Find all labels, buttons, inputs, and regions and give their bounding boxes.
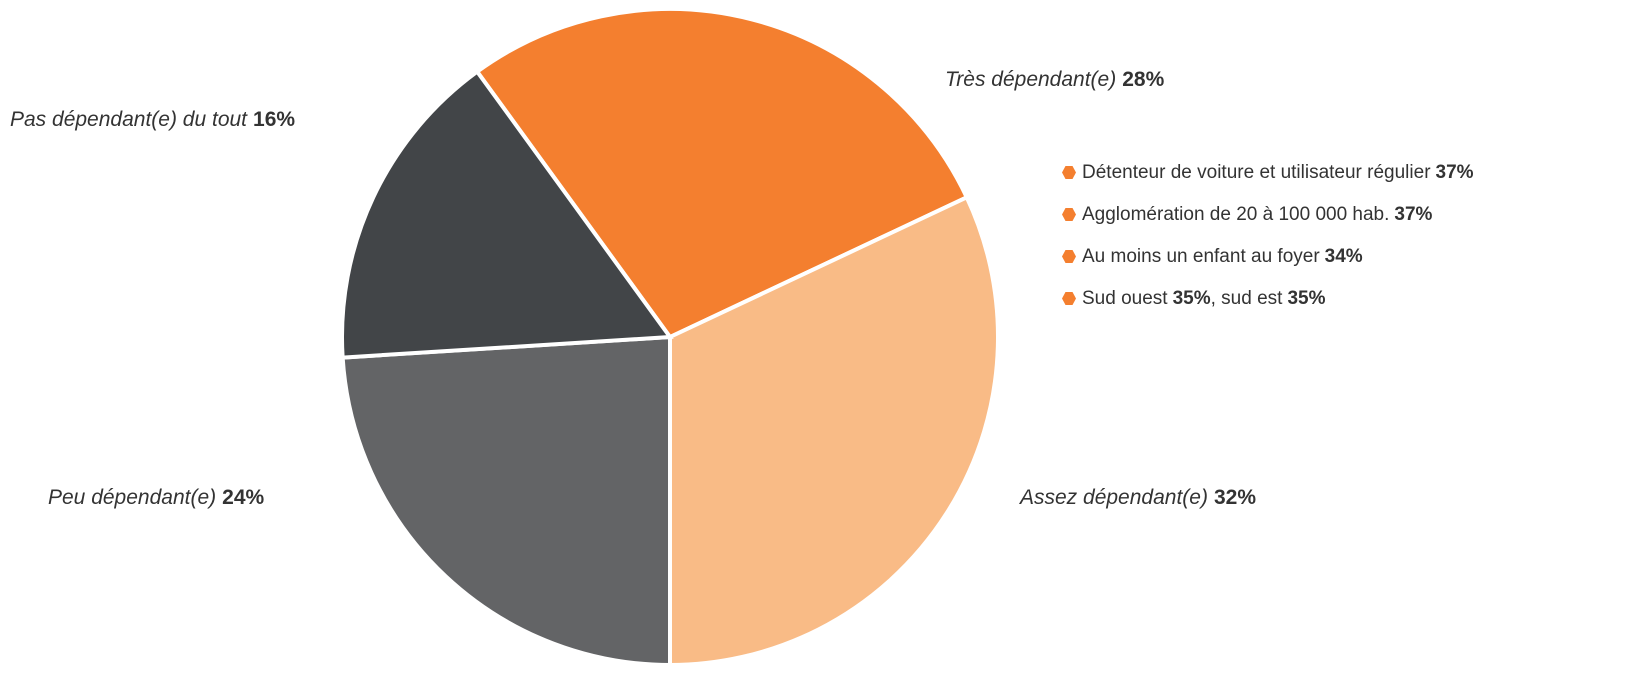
bullet (1062, 166, 1076, 179)
slice-value: 24% (222, 486, 264, 509)
note: Détenteur de voiture et utilisateur régu… (1062, 162, 1474, 204)
note: Agglomération de 20 à 100 000 hab. 37% (1062, 204, 1474, 246)
note-value: 34% (1324, 246, 1363, 267)
slice-label: Pas dépendant(e) du tout 16% (10, 108, 295, 131)
note-text: Détenteur de voiture et utilisateur régu… (1082, 162, 1431, 183)
notes: Détenteur de voiture et utilisateur régu… (1062, 162, 1474, 330)
slice-label: Assez dépendant(e) 32% (1018, 486, 1256, 509)
note: Sud ouest 35%, sud est 35% (1062, 288, 1474, 330)
note-text: , sud est (1210, 288, 1283, 309)
note-value: 37% (1435, 162, 1474, 183)
bullet (1062, 208, 1076, 221)
pie-slice (668, 194, 1000, 668)
note-text: Au moins un enfant au foyer (1082, 246, 1320, 267)
slice-name: Pas dépendant(e) du tout (10, 108, 248, 131)
note: Au moins un enfant au foyer 34% (1062, 246, 1474, 288)
slice-value: 32% (1214, 486, 1256, 509)
note-value: 35% (1287, 288, 1326, 309)
bullet (1062, 292, 1076, 305)
slice-name: Très dépendant(e) (945, 68, 1116, 91)
slice-name: Peu dépendant(e) (48, 486, 216, 509)
slice-value: 16% (253, 108, 295, 131)
pie-slice (474, 7, 970, 340)
note-text: Sud ouest (1082, 288, 1168, 309)
note-text: Agglomération de 20 à 100 000 hab. (1082, 204, 1390, 225)
slice-label: Peu dépendant(e) 24% (48, 486, 264, 509)
bullet (1062, 250, 1076, 263)
pie-slice (340, 68, 674, 360)
note-value: 35% (1172, 288, 1211, 309)
note-value: 37% (1394, 204, 1433, 225)
pie-slice (340, 334, 672, 668)
slice-label: Très dépendant(e) 28% (945, 68, 1165, 91)
slice-value: 28% (1122, 68, 1164, 91)
slice-name: Assez dépendant(e) (1018, 486, 1208, 509)
